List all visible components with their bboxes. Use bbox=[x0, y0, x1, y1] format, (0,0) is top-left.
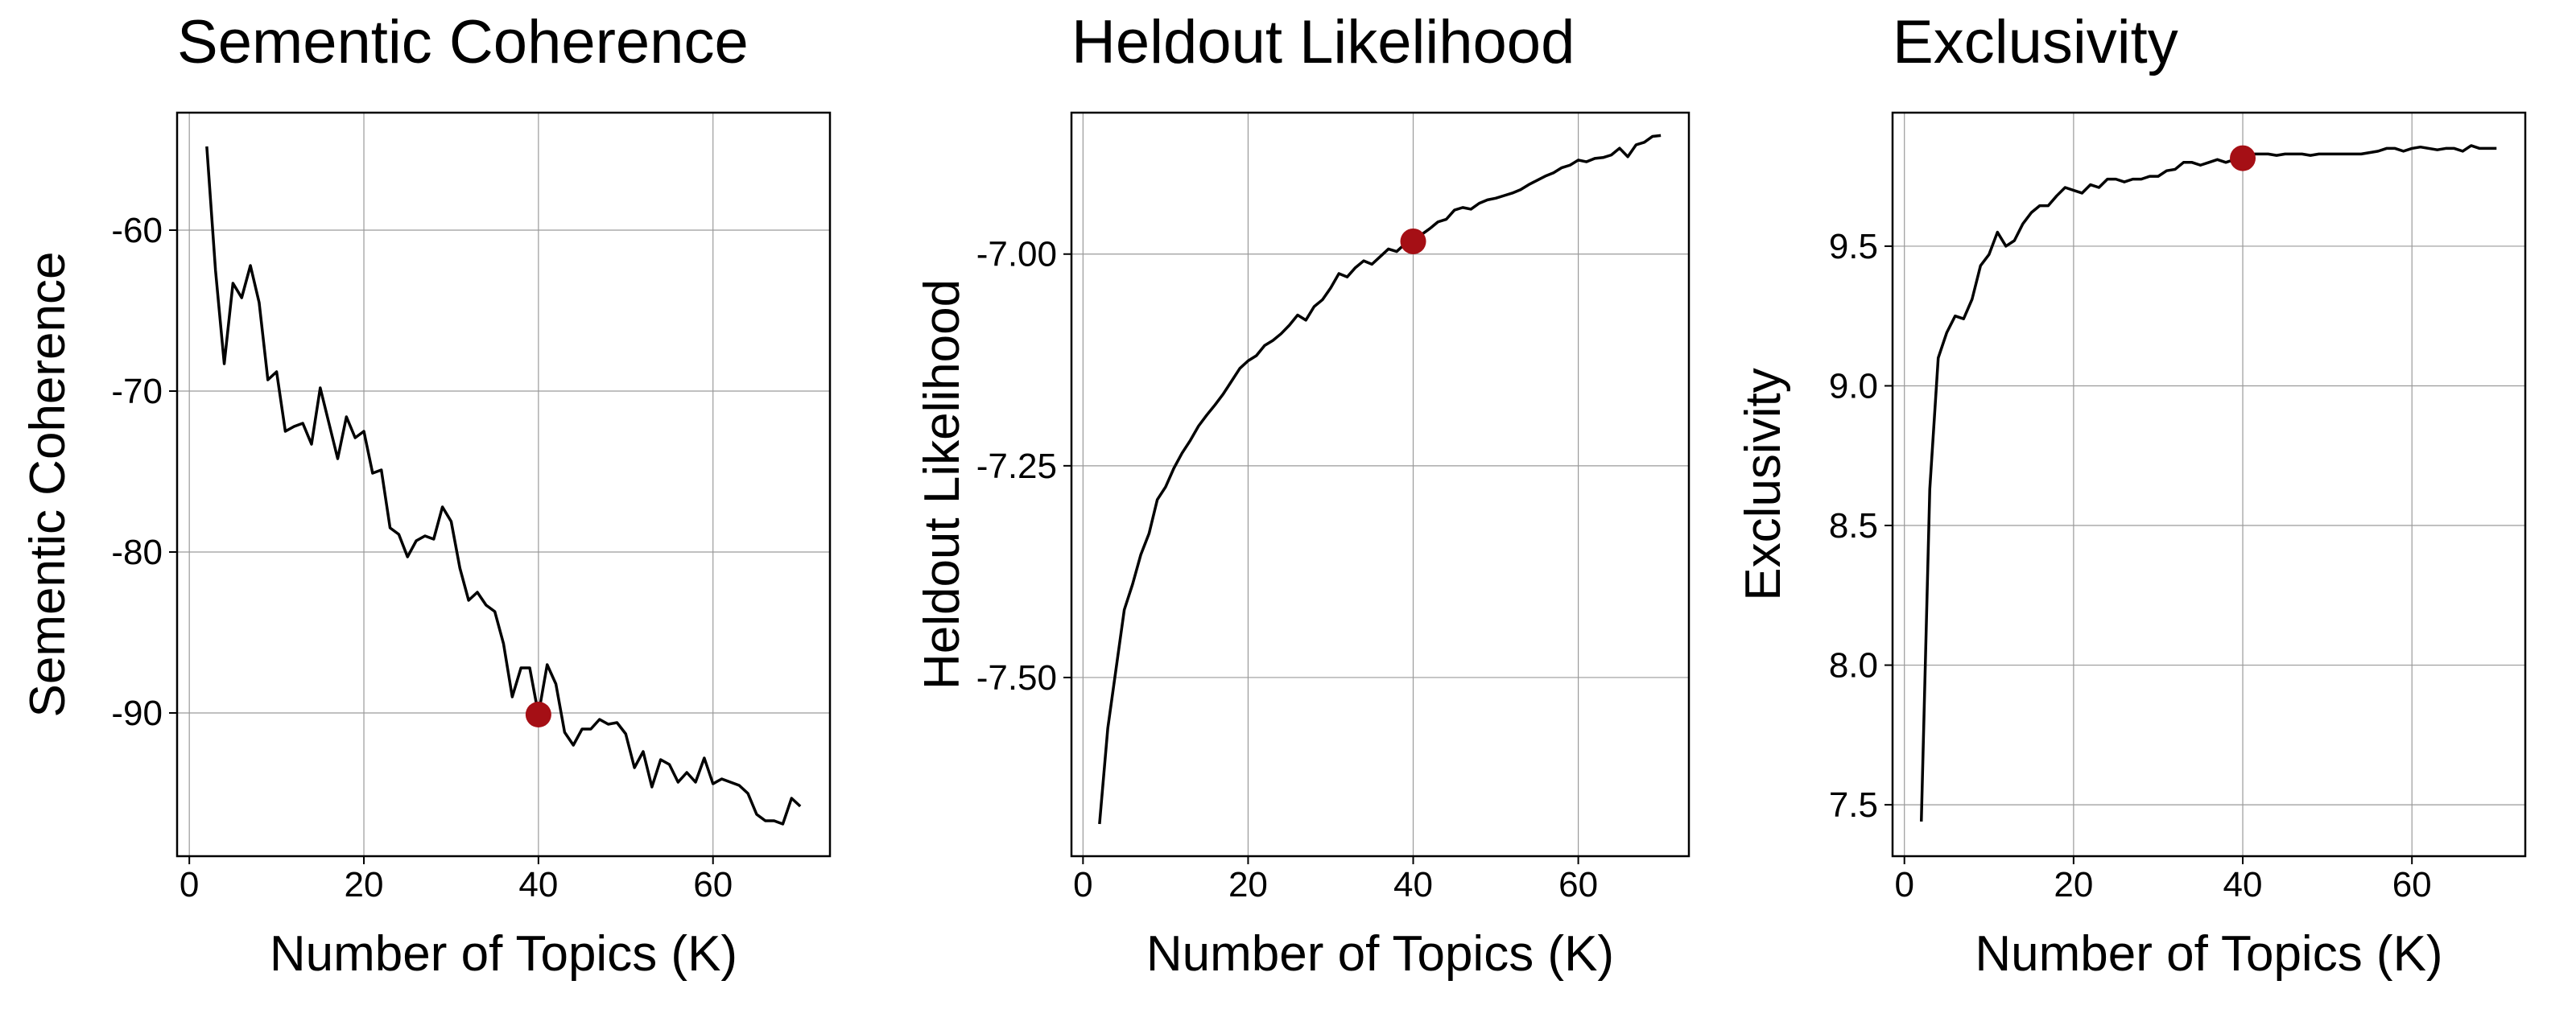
y-tick-label: -70 bbox=[111, 372, 163, 411]
y-tick-label: 9.0 bbox=[1829, 366, 1878, 406]
highlight-point bbox=[1400, 228, 1426, 254]
x-tick-label: 0 bbox=[180, 865, 199, 904]
y-tick-label: 7.5 bbox=[1829, 785, 1878, 825]
plot-frame bbox=[1070, 111, 1690, 858]
y-tick-label: -7.50 bbox=[976, 658, 1057, 698]
highlight-point bbox=[525, 702, 551, 727]
data-line bbox=[1098, 134, 1662, 825]
y-tick-label: -60 bbox=[111, 211, 163, 250]
plot-frame bbox=[175, 111, 832, 858]
y-tick-label: 8.5 bbox=[1829, 506, 1878, 546]
plot-frame bbox=[1891, 111, 2527, 858]
highlight-point bbox=[2230, 145, 2256, 171]
y-tick-label: -80 bbox=[111, 533, 163, 572]
x-tick-label: 0 bbox=[1894, 865, 1913, 904]
y-tick-label: -90 bbox=[111, 694, 163, 733]
y-tick-label: -7.25 bbox=[976, 447, 1057, 486]
chart-title: Exclusivity bbox=[1893, 8, 2178, 76]
chart-title: Sementic Coherence bbox=[177, 8, 749, 76]
x-tick-label: 40 bbox=[518, 865, 558, 904]
y-axis-label: Exclusivity bbox=[1736, 368, 1791, 600]
chart-title: Heldout Likelihood bbox=[1071, 8, 1575, 76]
y-tick-label: 9.5 bbox=[1829, 227, 1878, 266]
x-axis-label: Number of Topics (K) bbox=[1146, 926, 1614, 982]
data-line bbox=[1919, 144, 2497, 822]
x-axis-label: Number of Topics (K) bbox=[1975, 926, 2442, 982]
x-tick-label: 0 bbox=[1073, 865, 1092, 904]
x-tick-label: 60 bbox=[693, 865, 733, 904]
y-axis-label: Sementic Coherence bbox=[20, 252, 76, 718]
x-tick-label: 60 bbox=[1558, 865, 1598, 904]
y-tick-label: -7.00 bbox=[976, 235, 1057, 274]
x-tick-label: 20 bbox=[1228, 865, 1268, 904]
x-tick-label: 40 bbox=[2223, 865, 2263, 904]
x-axis-label: Number of Topics (K) bbox=[270, 926, 737, 982]
x-tick-label: 20 bbox=[345, 865, 384, 904]
y-axis-label: Heldout Likelihood bbox=[914, 279, 970, 690]
data-line bbox=[205, 146, 802, 826]
x-tick-label: 20 bbox=[2054, 865, 2093, 904]
x-tick-label: 40 bbox=[1393, 865, 1433, 904]
y-tick-label: 8.0 bbox=[1829, 646, 1878, 686]
x-tick-label: 60 bbox=[2392, 865, 2432, 904]
